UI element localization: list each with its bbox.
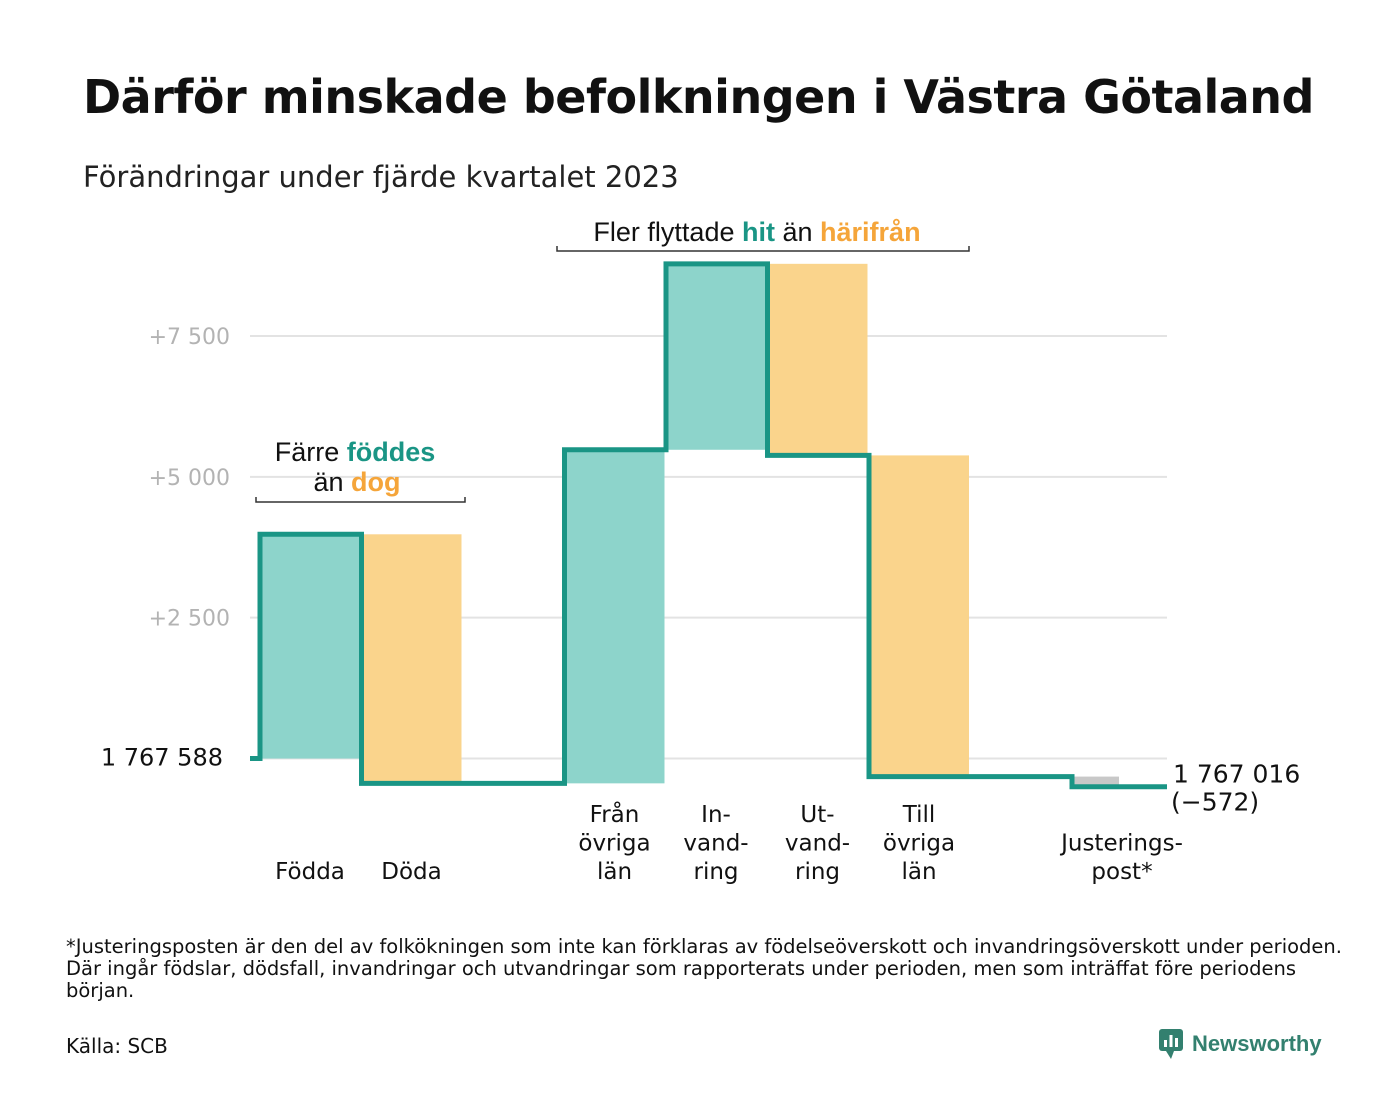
category-label: ring	[693, 859, 738, 885]
category-label: Födda	[275, 859, 345, 885]
start-value-label: 1 767 588	[101, 744, 223, 772]
waterfall-chart: +2 500 +5 000 +7 500 1 767 588 Födda Döda Från…	[101, 217, 1300, 885]
step-line	[250, 261, 1167, 790]
category-label: övriga	[578, 831, 650, 857]
bar-Till övriga län	[869, 455, 969, 777]
footnote: *Justeringsposten är den del av folkökni…	[66, 935, 1342, 1002]
annotation-migration: Fler flyttade hit än härifrån	[593, 217, 920, 247]
net-change-label: (−572)	[1171, 788, 1259, 817]
category-label: vand-	[683, 831, 748, 857]
category-label: län	[901, 859, 936, 885]
end-value-label: 1 767 016	[1173, 760, 1300, 789]
category-label: post*	[1091, 859, 1152, 885]
brand-logo[interactable]: Newsworthy	[1158, 1028, 1322, 1060]
bar-Döda	[361, 534, 462, 784]
category-label: Till	[902, 802, 936, 828]
source-label: Källa: SCB	[66, 1034, 168, 1058]
chart-title: Därför minskade befolkningen i Västra Gö…	[83, 70, 1314, 124]
bar-Utvandring	[767, 263, 868, 456]
bracket-births-deaths	[255, 497, 466, 503]
annotation-births-deaths-line2: än dog	[313, 467, 400, 497]
category-label: Justerings-	[1059, 831, 1183, 857]
brand-name: Newsworthy	[1192, 1031, 1322, 1056]
bar-Från övriga län	[564, 449, 665, 784]
bar-Födda	[260, 534, 360, 759]
category-label: Döda	[381, 859, 441, 885]
annotation-births-deaths-line1: Färre föddes	[275, 437, 436, 467]
y-tick-label: +5 000	[149, 466, 230, 491]
y-tick-label: +7 500	[149, 325, 230, 350]
newsworthy-logo-icon	[1159, 1029, 1183, 1059]
bar-Invandring	[666, 263, 766, 450]
category-label: In-	[701, 802, 731, 828]
category-label: Från	[590, 800, 640, 828]
category-label: vand-	[785, 831, 850, 857]
category-label: Ut-	[800, 802, 834, 828]
chart-subtitle: Förändringar under fjärde kvartalet 2023	[83, 160, 679, 194]
category-label: län	[597, 859, 632, 885]
category-label: övriga	[883, 831, 955, 857]
category-label: ring	[795, 859, 840, 885]
y-tick-label: +2 500	[149, 607, 230, 632]
bar-Justeringspost*	[1074, 776, 1119, 787]
bracket-migration	[556, 246, 970, 252]
